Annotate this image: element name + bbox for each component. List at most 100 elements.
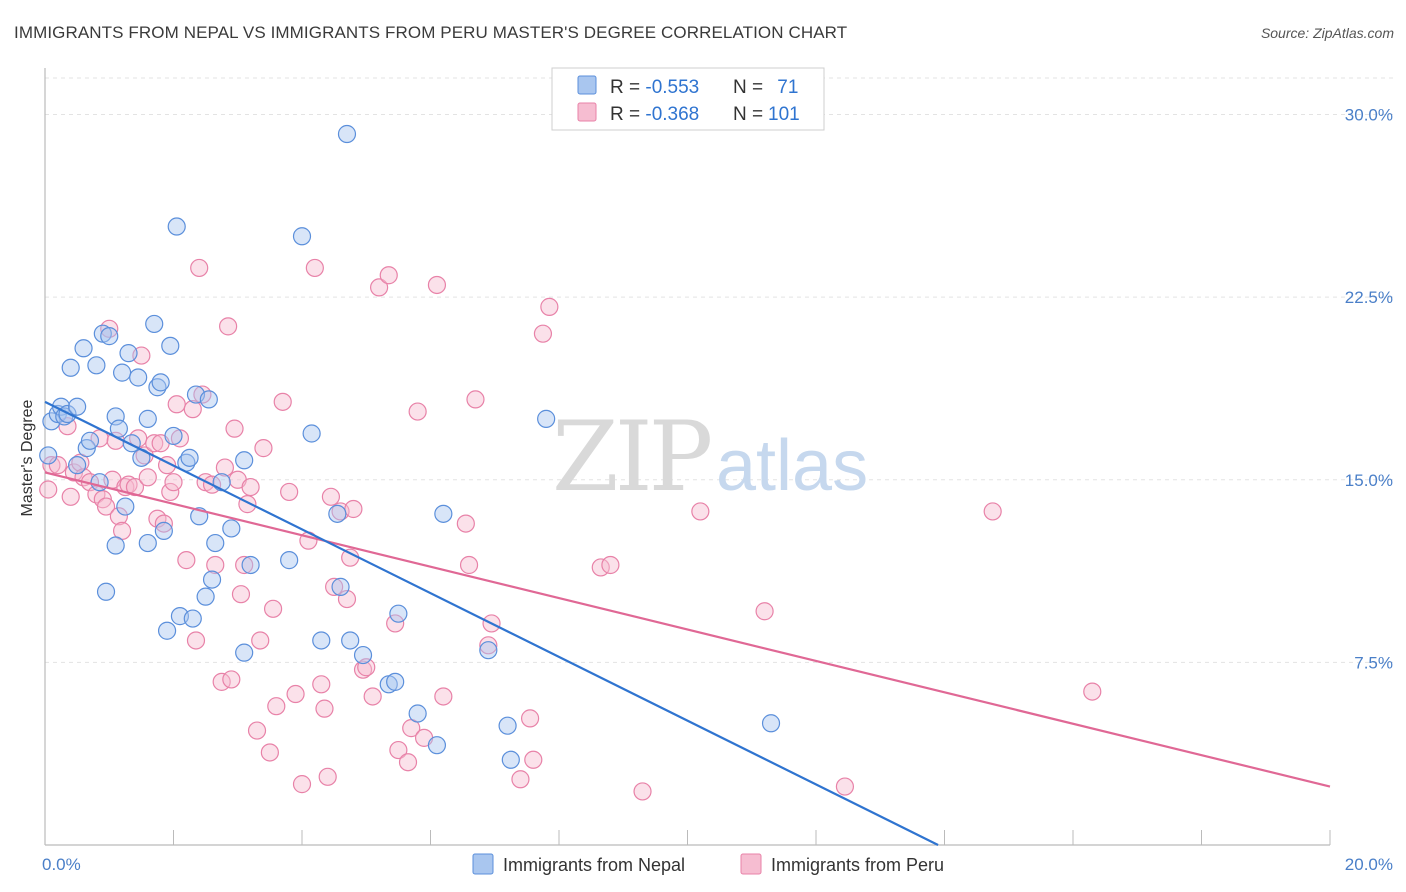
peru-point bbox=[511, 770, 530, 789]
nepal-point bbox=[761, 714, 781, 733]
legend-r-label: R = bbox=[610, 104, 645, 125]
grid-lines bbox=[45, 77, 1393, 663]
peru-point bbox=[280, 482, 299, 502]
peru-point bbox=[251, 631, 270, 650]
stats-legend-box bbox=[551, 67, 825, 131]
nepal-point bbox=[138, 533, 157, 553]
nepal-point bbox=[80, 431, 100, 450]
peru-point bbox=[386, 614, 405, 633]
nepal-point bbox=[280, 551, 299, 570]
watermark: ZIP atlas bbox=[552, 401, 868, 513]
peru-point bbox=[183, 400, 202, 419]
stats-legend: R = -0.553 N = 71 R = -0.368 N = 101 bbox=[551, 67, 825, 131]
legend-n-value-nepal: 71 bbox=[772, 77, 798, 98]
nepal-point bbox=[302, 424, 321, 443]
watermark-zip: ZIP bbox=[552, 401, 711, 513]
legend-swatch-peru bbox=[577, 102, 597, 122]
peru-point bbox=[691, 502, 710, 521]
legend-row-peru: R = -0.368 N = 101 bbox=[610, 104, 800, 125]
nepal-point bbox=[312, 631, 331, 650]
peru-point bbox=[321, 487, 341, 506]
peru-point bbox=[61, 487, 80, 506]
nepal-point bbox=[389, 604, 408, 623]
peru-point bbox=[456, 514, 475, 533]
trend-lines bbox=[44, 400, 1331, 846]
nepal-point bbox=[498, 716, 517, 735]
nepal-point bbox=[212, 473, 231, 492]
peru-point bbox=[370, 278, 389, 297]
peru-point bbox=[344, 499, 363, 519]
x-tick-label-min: 0.0% bbox=[42, 855, 81, 874]
peru-point bbox=[1083, 682, 1102, 701]
nepal-point bbox=[235, 451, 254, 470]
peru-point bbox=[633, 782, 652, 801]
peru-point bbox=[459, 555, 479, 575]
nepal-point bbox=[74, 339, 93, 358]
peru-point bbox=[241, 477, 260, 497]
peru-point bbox=[389, 740, 408, 760]
peru-point bbox=[286, 684, 305, 704]
nepal-point bbox=[408, 704, 427, 723]
nepal-point bbox=[167, 217, 186, 236]
nepal-point bbox=[341, 631, 360, 650]
peru-point bbox=[273, 392, 292, 411]
series-legend-swatch-nepal bbox=[472, 853, 494, 875]
y-tick-label: 7.5% bbox=[1354, 653, 1393, 672]
nepal-point bbox=[199, 390, 218, 409]
nepal-point bbox=[68, 456, 87, 475]
peru-point bbox=[145, 434, 164, 453]
y-tick-label: 15.0% bbox=[1345, 471, 1393, 490]
peru-point bbox=[318, 767, 337, 786]
peru-point bbox=[109, 507, 128, 526]
legend-r-value-peru: -0.368 bbox=[645, 104, 699, 125]
nepal-point bbox=[119, 344, 138, 363]
nepal-point bbox=[337, 124, 357, 144]
peru-point bbox=[215, 458, 234, 477]
nepal-point bbox=[151, 373, 170, 392]
peru-point bbox=[533, 324, 553, 343]
peru-point bbox=[363, 687, 382, 706]
nepal-point bbox=[434, 504, 453, 523]
legend-r-label: R = bbox=[610, 77, 645, 98]
peru-point bbox=[48, 456, 67, 475]
y-tick-label: 22.5% bbox=[1345, 288, 1393, 307]
peru-point bbox=[398, 753, 418, 772]
nepal-point bbox=[328, 504, 347, 523]
nepal-point bbox=[537, 409, 556, 428]
nepal-point bbox=[138, 409, 157, 428]
legend-row-nepal: R = -0.553 N = 71 bbox=[610, 77, 798, 98]
peru-point bbox=[186, 631, 206, 650]
series-legend-swatch-peru bbox=[740, 853, 762, 875]
peru-point bbox=[222, 670, 241, 689]
nepal-point bbox=[96, 582, 116, 601]
nepal-point bbox=[427, 736, 447, 755]
nepal-point bbox=[331, 577, 350, 596]
peru-point bbox=[325, 577, 344, 596]
nepal-point bbox=[386, 672, 405, 691]
nepal-point bbox=[148, 378, 167, 397]
nepal-point bbox=[87, 356, 106, 375]
peru-point bbox=[96, 497, 116, 516]
peru-point bbox=[520, 709, 540, 728]
peru-point bbox=[466, 390, 485, 409]
series-legend-label-peru: Immigrants from Peru bbox=[771, 855, 944, 875]
nepal-point bbox=[61, 358, 80, 377]
peru-point bbox=[305, 258, 324, 278]
peru-point bbox=[39, 480, 58, 499]
nepal-point bbox=[222, 519, 241, 538]
x-tick-marks bbox=[44, 830, 1331, 845]
nepal-point bbox=[106, 536, 125, 555]
peru-point bbox=[235, 555, 254, 575]
nepal-point bbox=[68, 397, 87, 416]
nepal-point bbox=[196, 587, 215, 606]
nepal-point bbox=[479, 641, 498, 660]
peru-point bbox=[231, 585, 251, 604]
peru-points bbox=[39, 258, 1102, 801]
nepal-point bbox=[235, 643, 254, 662]
nepal-point bbox=[292, 227, 312, 246]
peru-point bbox=[267, 697, 286, 716]
nepal-point bbox=[154, 521, 173, 540]
peru-point bbox=[292, 775, 312, 794]
legend-n-label: N = bbox=[733, 104, 768, 125]
